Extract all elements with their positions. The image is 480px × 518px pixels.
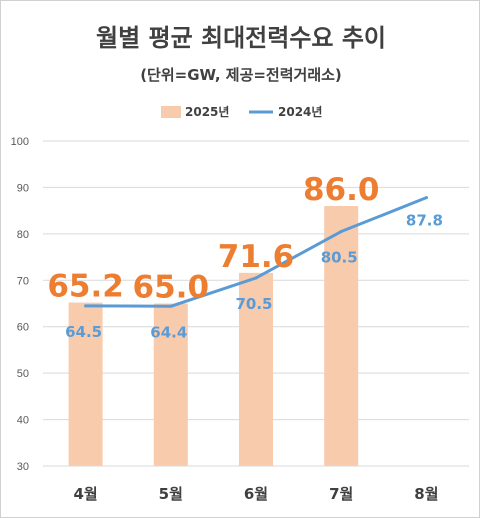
bar	[68, 302, 103, 466]
line-point	[84, 304, 88, 308]
x-axis: 4월 5월 6월 7월 8월	[43, 465, 469, 503]
x-tick-label: 4월	[73, 485, 97, 503]
bar-data-label: 71.6	[218, 239, 295, 275]
line-series-2024	[84, 196, 428, 308]
legend-swatch-2025	[161, 106, 181, 118]
chart-subtitle: (단위=GW, 제공=전력거래소)	[140, 66, 342, 84]
y-tick-label: 90	[17, 182, 29, 194]
line-data-label: 70.5	[235, 295, 272, 313]
y-tick-label: 40	[17, 415, 29, 427]
legend-label-2025: 2025년	[185, 105, 229, 119]
line-point	[169, 304, 173, 308]
line-data-label: 87.8	[406, 212, 443, 230]
y-tick-label: 30	[17, 461, 29, 473]
bar	[239, 272, 273, 466]
line-data-label: 64.4	[150, 323, 187, 341]
y-tick-label: 100	[11, 136, 29, 148]
line-data-label: 64.5	[65, 323, 102, 341]
bar-data-label: 86.0	[303, 172, 380, 208]
y-axis: 30 40 50 60 70 80 90 100	[11, 136, 29, 473]
legend: 2025년 2024년	[161, 105, 322, 119]
x-tick-label: 5월	[159, 485, 183, 503]
y-tick-label: 50	[17, 368, 29, 380]
y-tick-label: 70	[17, 275, 29, 287]
bar-labels-2025: 65.2 65.071.686.0	[47, 172, 379, 306]
bar-series-2025	[68, 206, 359, 466]
legend-label-2024: 2024년	[278, 105, 322, 119]
bar-data-label: 65.2	[47, 269, 124, 305]
bar	[324, 206, 359, 466]
line-data-label: 80.5	[321, 249, 358, 267]
x-tick-label: 6월	[244, 485, 268, 503]
chart-title: 월별 평균 최대전력수요 추이	[96, 24, 386, 52]
y-tick-label: 60	[17, 322, 29, 334]
line-point	[339, 230, 343, 234]
line-labels-2024: 64.5 64.4 70.5 80.5 87.8	[65, 212, 443, 342]
line-point	[254, 276, 258, 280]
x-tick-label: 8월	[414, 485, 438, 503]
bar	[153, 303, 188, 466]
x-tick-label: 7월	[329, 485, 353, 503]
bar-data-label: 65.0	[133, 270, 210, 306]
y-tick-label: 80	[17, 229, 29, 241]
line-point	[424, 196, 428, 200]
